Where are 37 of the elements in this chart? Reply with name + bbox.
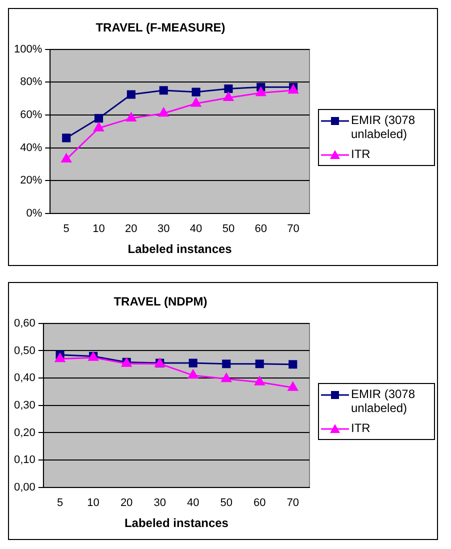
y-tick-label: 0,00 (14, 481, 36, 494)
y-tick-label: 0% (26, 207, 42, 220)
y-tick-label: 20% (20, 174, 42, 187)
x-tick-label: 70 (287, 223, 300, 236)
x-tick-label: 10 (87, 497, 100, 510)
legend-label: ITR (351, 420, 370, 434)
y-tick-label: 100% (14, 43, 42, 56)
x-tick-label: 20 (120, 497, 133, 510)
chart-title: TRAVEL (F-MEASURE) (96, 20, 226, 35)
x-tick-label: 70 (286, 497, 299, 510)
chart-title: TRAVEL (NDPM) (114, 294, 208, 309)
legend-label: EMIR (3078 unlabeled) (351, 112, 416, 140)
y-tick-label: 0,40 (14, 372, 36, 384)
legend-label: ITR (351, 146, 370, 160)
y-tick-label: 0,20 (14, 426, 36, 439)
x-tick-label: 60 (253, 497, 266, 510)
x-axis-title: Labeled instances (124, 516, 229, 530)
x-tick-label: 30 (157, 223, 170, 236)
x-tick-label: 5 (56, 497, 64, 510)
x-tick-label: 60 (254, 223, 267, 236)
legend-label: EMIR (3078 unlabeled) (351, 386, 416, 414)
x-tick-label: 30 (154, 497, 166, 510)
y-tick-label: 0,10 (14, 454, 36, 466)
y-tick-label: 60% (20, 109, 42, 122)
x-tick-label: 20 (125, 223, 138, 236)
x-tick-label: 40 (190, 223, 202, 236)
x-tick-label: 5 (63, 223, 70, 236)
x-tick-label: 10 (92, 223, 105, 236)
x-tick-label: 40 (186, 497, 200, 510)
y-tick-label: 0,50 (14, 344, 36, 357)
x-tick-label: 50 (222, 223, 235, 236)
x-axis-title: Labeled instances (128, 242, 232, 256)
y-tick-label: 80% (20, 76, 42, 88)
y-tick-label: 40% (20, 142, 42, 154)
x-tick-label: 50 (220, 497, 232, 510)
y-tick-label: 0,30 (14, 399, 36, 412)
y-tick-label: 0,60 (14, 317, 36, 330)
